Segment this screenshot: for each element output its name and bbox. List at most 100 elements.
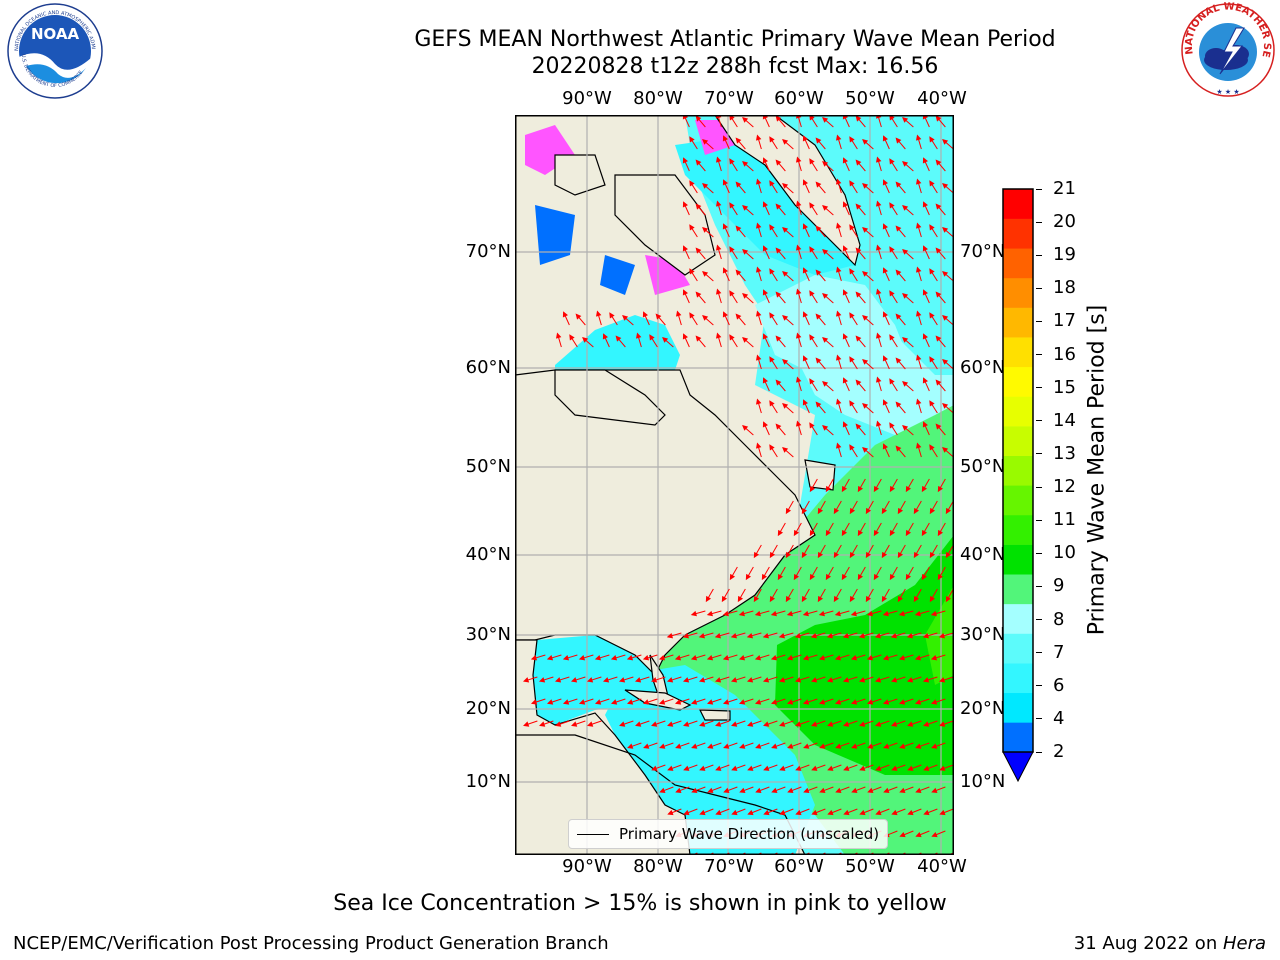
wave-arrow-head: [929, 356, 935, 363]
wave-arrow-head: [913, 551, 920, 559]
wave-arrow-head: [794, 632, 802, 639]
wave-arrow-head: [746, 632, 754, 639]
wave-arrow-head: [698, 632, 706, 639]
wave-arrow-head: [755, 266, 762, 273]
wave-arrow-head: [895, 181, 902, 188]
wave-arrow-head: [815, 401, 822, 408]
colorbar-tick-mark: [1036, 652, 1042, 654]
wave-arrow-head: [862, 446, 869, 453]
colorbar-tick-label: 14: [1053, 409, 1076, 431]
wave-arrow-head: [842, 201, 849, 208]
wave-arrow-head: [795, 244, 802, 251]
wave-arrow-head: [782, 446, 789, 453]
wave-arrow-head: [833, 507, 840, 515]
wave-arrow-head: [729, 573, 736, 581]
wave-arrow-head: [715, 288, 722, 295]
wave-arrow-head: [902, 424, 909, 431]
wave-arrow-head: [935, 159, 942, 166]
wave-arrow-head: [905, 529, 912, 537]
wave-arrow-head: [889, 158, 895, 165]
wave-arrow-head: [747, 809, 754, 816]
wave-arrow-head: [822, 248, 829, 255]
wave-arrow-head: [915, 831, 922, 838]
colorbar-tick-mark: [1036, 221, 1042, 223]
wave-arrow-head: [942, 358, 949, 365]
lon-label-top-70w: 70°W: [704, 88, 754, 109]
wave-arrow-head: [895, 313, 902, 320]
wave-arrow-head: [841, 485, 848, 493]
colorbar-segment: [1003, 722, 1033, 753]
wave-arrow-head: [835, 222, 842, 229]
wave-arrow-head: [822, 116, 829, 123]
wave-arrow-head: [730, 632, 738, 639]
wave-arrow-head: [777, 529, 784, 537]
field-hudson-bay: [555, 315, 680, 370]
wave-arrow-head: [769, 312, 775, 319]
wave-arrow-head: [875, 332, 882, 339]
wave-arrow-head: [822, 292, 829, 299]
wave-arrow-head: [862, 270, 869, 277]
wave-arrow-head: [915, 743, 922, 749]
wave-arrow-head: [770, 655, 778, 661]
wave-arrow-head: [834, 655, 842, 661]
wave-arrow-head: [907, 809, 914, 816]
wave-arrow-head: [785, 507, 792, 515]
wave-arrow-head: [754, 655, 762, 661]
wave-arrow-head: [865, 595, 872, 603]
wave-arrow-head: [649, 334, 655, 341]
wave-arrow-head: [689, 268, 695, 275]
wave-arrow-head: [859, 765, 866, 771]
wave-arrow-head: [889, 290, 895, 297]
wave-arrow-head: [898, 610, 905, 617]
wave-arrow-head: [849, 312, 855, 319]
wave-arrow-head: [942, 138, 949, 145]
wave-arrow-head: [795, 809, 802, 816]
wave-arrow-head: [890, 632, 898, 639]
hispaniola: [699, 709, 731, 721]
wave-arrow-head: [921, 529, 928, 537]
wave-arrow-head: [609, 312, 615, 319]
wave-arrow-head: [778, 677, 786, 683]
colorbar-segment: [1003, 218, 1033, 249]
colorbar-tick-label: 18: [1053, 277, 1076, 299]
wave-arrow-head: [942, 446, 949, 453]
wave-arrow-head: [815, 357, 822, 364]
wave-arrow-head: [929, 551, 936, 559]
legend-label: Primary Wave Direction (unscaled): [619, 825, 880, 843]
wave-arrow-head: [742, 336, 749, 343]
wave-arrow-head: [721, 595, 728, 603]
wave-arrow-head: [735, 313, 742, 320]
wave-arrow-head: [530, 655, 538, 661]
wave-arrow-head: [898, 655, 906, 661]
wave-arrow-head: [682, 201, 689, 208]
wave-arrow-head: [775, 247, 782, 254]
wave-arrow-head: [737, 595, 744, 603]
wave-arrow-head: [937, 573, 944, 581]
wave-arrow-head: [859, 721, 866, 727]
wave-arrow-head: [935, 335, 942, 342]
wave-arrow-head: [882, 311, 889, 318]
wave-arrow-head: [755, 442, 762, 449]
wave-arrow-head: [762, 157, 769, 164]
wave-arrow-head: [915, 442, 922, 449]
wave-arrow-head: [850, 610, 857, 617]
wave-arrow-head: [785, 551, 792, 559]
colorbar-tick-mark: [1036, 552, 1042, 554]
wave-arrow-head: [706, 610, 713, 617]
wave-arrow-head: [865, 507, 872, 515]
wave-arrow-head: [931, 743, 938, 749]
lon-label-bottom-90w: 90°W: [562, 856, 612, 877]
wave-arrow-head: [902, 248, 909, 255]
wave-arrow-head: [762, 377, 769, 384]
wave-arrow-head: [530, 699, 538, 705]
footer-machine: Hera: [1222, 933, 1266, 954]
wave-arrow-head: [881, 595, 888, 603]
wave-arrow-head: [770, 610, 777, 617]
wave-arrow-head: [715, 244, 722, 251]
wave-arrow-head: [891, 809, 898, 816]
wave-arrow-head: [835, 310, 842, 317]
wave-arrow-head: [689, 224, 695, 231]
colorbar-tick-mark: [1036, 751, 1042, 753]
wave-arrow-head: [690, 610, 697, 617]
lon-label-bottom-40w: 40°W: [917, 856, 967, 877]
